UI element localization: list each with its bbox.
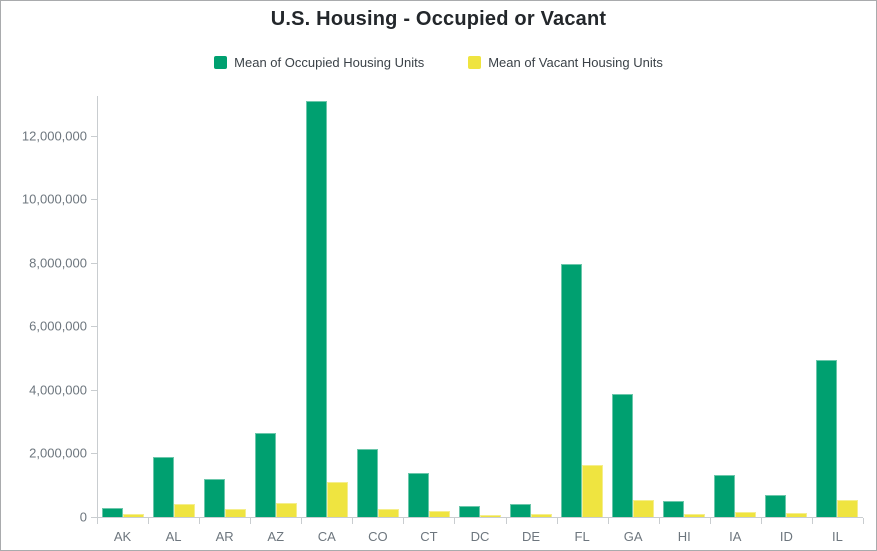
x-axis-label-IL: IL	[832, 529, 843, 544]
y-axis-tick-label: 8,000,000	[29, 255, 87, 271]
x-axis-label-GA: GA	[623, 529, 643, 544]
x-axis-tick	[658, 518, 660, 524]
bar-CA-vacant[interactable]	[326, 482, 348, 517]
x-axis-tick	[97, 518, 98, 524]
x-axis-tick	[811, 518, 813, 524]
x-axis-tick	[148, 518, 150, 524]
bar-DC-occupied[interactable]	[459, 506, 480, 517]
chart-legend: Mean of Occupied Housing Units Mean of Va…	[1, 55, 876, 70]
bar-DC-vacant[interactable]	[480, 515, 501, 517]
bar-FL-vacant[interactable]	[582, 465, 604, 517]
y-axis-tick	[91, 326, 97, 328]
bar-IA-occupied[interactable]	[714, 475, 736, 517]
bar-AL-occupied[interactable]	[152, 457, 174, 517]
x-axis-tick	[863, 518, 864, 524]
x-axis-tick	[403, 518, 405, 524]
x-axis-tick	[250, 518, 252, 524]
bar-IA-vacant[interactable]	[735, 512, 757, 517]
bar-IL-occupied[interactable]	[816, 360, 838, 517]
y-axis-tick	[91, 453, 97, 455]
bar-AZ-vacant[interactable]	[275, 503, 297, 517]
bar-AK-vacant[interactable]	[122, 514, 144, 517]
bar-AR-occupied[interactable]	[203, 479, 225, 517]
bar-ID-vacant[interactable]	[786, 513, 808, 517]
legend-item-1[interactable]: Mean of Vacant Housing Units	[468, 55, 663, 70]
y-axis-tick-label: 4,000,000	[29, 382, 87, 398]
legend-swatch-icon	[214, 56, 228, 69]
bar-GA-occupied[interactable]	[612, 394, 634, 517]
x-axis-tick	[760, 518, 762, 524]
x-axis-tick	[199, 518, 201, 524]
x-axis-tick	[454, 518, 456, 524]
chart-title: U.S. Housing - Occupied or Vacant	[270, 8, 607, 30]
x-axis-label-CO: CO	[368, 529, 388, 544]
x-axis-label-AK: AK	[113, 529, 132, 544]
x-axis-tick	[301, 518, 303, 524]
y-axis-tick	[91, 135, 97, 137]
x-axis-label-FL: FL	[574, 529, 590, 544]
bar-DE-occupied[interactable]	[510, 504, 532, 517]
y-axis-tick-label: 6,000,000	[29, 318, 87, 334]
bar-AK-occupied[interactable]	[101, 508, 123, 517]
bar-CO-vacant[interactable]	[377, 509, 399, 517]
y-axis-tick	[91, 199, 97, 201]
y-axis-tick	[91, 262, 97, 264]
y-axis-tick-label: 0	[79, 509, 87, 525]
y-axis-tick-label: 2,000,000	[29, 445, 87, 461]
x-axis-label-HI: HI	[677, 529, 691, 544]
bar-HI-occupied[interactable]	[663, 501, 685, 517]
legend-item-label: Mean of Occupied Housing Units	[234, 55, 425, 70]
bar-CA-occupied[interactable]	[305, 101, 327, 517]
x-axis-tick	[607, 518, 609, 524]
x-axis-tick	[556, 518, 558, 524]
x-axis-tick	[505, 518, 507, 524]
bar-AZ-occupied[interactable]	[254, 433, 276, 517]
bar-CT-vacant[interactable]	[428, 511, 450, 517]
x-axis-label-ID: ID	[779, 529, 793, 544]
x-axis-label-AL: AL	[165, 529, 182, 544]
bar-GA-vacant[interactable]	[633, 500, 655, 517]
bar-AR-vacant[interactable]	[224, 509, 246, 517]
legend-item-label: Mean of Vacant Housing Units	[488, 55, 663, 70]
x-axis-label-CA: CA	[317, 529, 336, 544]
x-axis-label-DC: DC	[470, 529, 490, 544]
x-axis-label-IA: IA	[729, 529, 742, 544]
legend-swatch-icon	[468, 56, 482, 69]
x-axis-tick	[352, 518, 354, 524]
y-axis-tick	[91, 517, 97, 518]
legend-item-0[interactable]: Mean of Occupied Housing Units	[214, 55, 424, 70]
x-axis-tick	[709, 518, 711, 524]
bar-HI-vacant[interactable]	[684, 514, 706, 517]
x-axis-label-DE: DE	[522, 529, 541, 544]
y-axis-tick-label: 12,000,000	[21, 128, 87, 144]
x-axis-label-AR: AR	[215, 529, 234, 544]
y-axis-tick	[91, 389, 97, 391]
bar-IL-vacant[interactable]	[837, 500, 859, 517]
y-axis-line	[97, 96, 98, 517]
x-axis-label-AZ: AZ	[267, 529, 285, 544]
bar-CO-occupied[interactable]	[356, 449, 378, 517]
bar-FL-occupied[interactable]	[561, 264, 583, 517]
y-axis-tick-label: 10,000,000	[21, 191, 87, 207]
x-axis-line	[97, 517, 863, 518]
bar-AL-vacant[interactable]	[173, 504, 195, 517]
bar-DE-vacant[interactable]	[531, 514, 553, 517]
bar-CT-occupied[interactable]	[407, 473, 429, 517]
bar-ID-occupied[interactable]	[765, 495, 787, 517]
x-axis-label-CT: CT	[420, 529, 438, 544]
